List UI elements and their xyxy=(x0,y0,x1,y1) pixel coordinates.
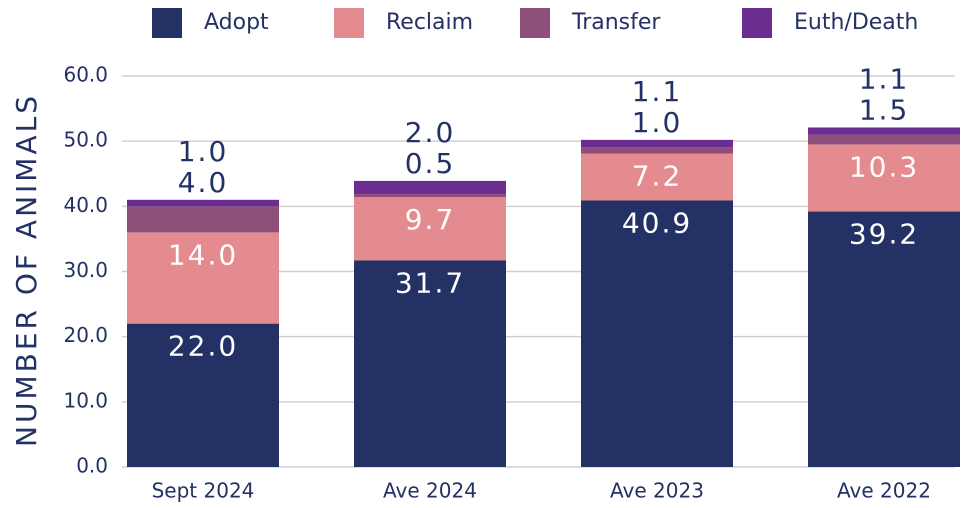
data-label: 1.0 xyxy=(178,135,229,168)
bar-segment xyxy=(127,199,279,207)
legend-label: Reclaim xyxy=(386,10,473,35)
bar-segment xyxy=(808,127,960,135)
bar-segment xyxy=(808,211,960,467)
bar-segment xyxy=(581,200,733,468)
data-label: 0.5 xyxy=(405,147,456,180)
legend-label: Adopt xyxy=(204,10,269,35)
bar-segment xyxy=(127,206,279,233)
data-label: 39.2 xyxy=(849,218,919,251)
bar-segment xyxy=(127,323,279,467)
bar-segment xyxy=(808,134,960,145)
y-tick-label: 50.0 xyxy=(63,128,108,152)
x-tick-label: Ave 2024 xyxy=(383,479,477,503)
y-tick-label: 10.0 xyxy=(63,388,108,412)
data-label: 7.2 xyxy=(632,160,683,193)
x-tick-label: Ave 2023 xyxy=(610,479,704,503)
x-tick-label: Sept 2024 xyxy=(152,479,255,503)
legend-swatch xyxy=(742,8,772,38)
data-label: 9.7 xyxy=(405,203,456,236)
x-tick-label: Ave 2022 xyxy=(837,479,931,503)
data-label: 1.1 xyxy=(859,62,910,95)
data-label: 2.0 xyxy=(405,116,456,149)
y-tick-label: 30.0 xyxy=(63,258,108,282)
data-label: 40.9 xyxy=(622,206,692,239)
y-axis-title: NUMBER OF ANIMALS xyxy=(10,93,43,447)
data-label: 22.0 xyxy=(168,330,238,363)
bar-segment xyxy=(354,260,506,467)
bar-segment xyxy=(354,180,506,194)
data-label: 4.0 xyxy=(178,166,229,199)
bar-segment xyxy=(581,147,733,154)
data-label: 1.0 xyxy=(632,106,683,139)
legend-swatch xyxy=(334,8,364,38)
bar-segment xyxy=(127,232,279,324)
y-tick-label: 20.0 xyxy=(63,323,108,347)
legend-swatch xyxy=(152,8,182,38)
bar-segment xyxy=(354,193,506,198)
bar-segment xyxy=(581,153,733,201)
data-label: 1.5 xyxy=(859,93,910,126)
y-tick-label: 40.0 xyxy=(63,193,108,217)
bar-segment xyxy=(354,197,506,261)
legend-swatch xyxy=(520,8,550,38)
data-label: 14.0 xyxy=(168,238,238,271)
y-tick-label: 0.0 xyxy=(76,454,108,478)
data-label: 1.1 xyxy=(632,75,683,108)
bar-segment xyxy=(808,144,960,212)
legend-label: Transfer xyxy=(571,10,661,35)
y-tick-label: 60.0 xyxy=(63,63,108,87)
bar-segment xyxy=(581,139,733,148)
legend-label: Euth/Death xyxy=(794,10,918,35)
data-label: 10.3 xyxy=(849,150,919,183)
data-label: 31.7 xyxy=(395,266,465,299)
